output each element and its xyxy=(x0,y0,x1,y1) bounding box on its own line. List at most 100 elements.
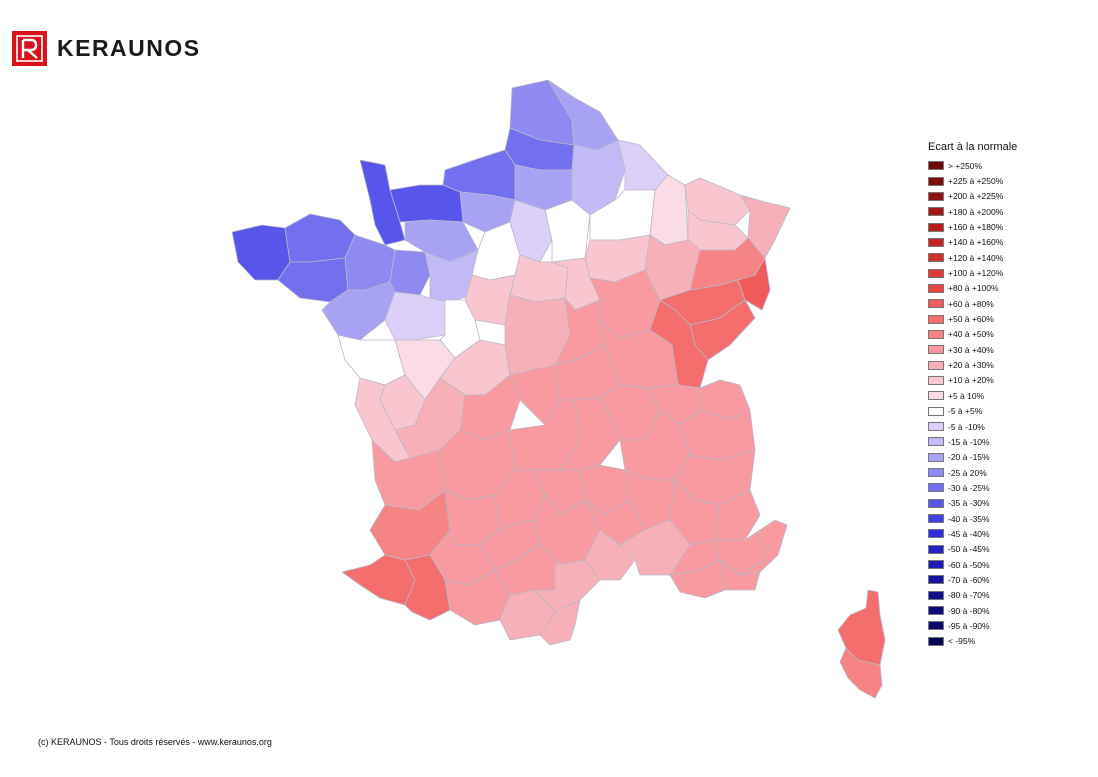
legend-item: > +250% xyxy=(928,158,1088,173)
legend-label: +5 à 10% xyxy=(948,390,985,401)
legend-label: > +250% xyxy=(948,160,983,171)
legend-label: +200 à +225% xyxy=(948,191,1004,202)
legend-item: +140 à +160% xyxy=(928,235,1088,250)
legend-label: -90 à -80% xyxy=(948,605,990,616)
legend-item: +225 à +250% xyxy=(928,173,1088,188)
legend-swatch xyxy=(928,544,944,554)
region-corse-du-sud xyxy=(839,647,883,699)
region-ardennes xyxy=(617,139,669,191)
legend-label: -50 à -45% xyxy=(948,544,990,555)
legend-swatch xyxy=(928,391,944,401)
legend-label: +50 à +60% xyxy=(948,314,994,325)
legend-item: +200 à +225% xyxy=(928,189,1088,204)
region-hautes-pyrenees xyxy=(404,554,451,621)
legend-label: +20 à +30% xyxy=(948,360,994,371)
region-group xyxy=(231,79,886,699)
legend-items: > +250% +225 à +250% +200 à +225% +180 à +2… xyxy=(928,158,1088,649)
brand-name: KERAUNOS xyxy=(57,35,201,61)
region-pyrenees-atlantiques xyxy=(341,554,416,606)
region-mayenne xyxy=(389,249,431,296)
copyright-notice: (c) KERAUNOS - Tous droits réservés - ww… xyxy=(38,737,272,747)
legend-swatch xyxy=(928,636,944,646)
region-calvados xyxy=(389,184,464,223)
region-sarthe xyxy=(424,249,479,303)
legend-swatch xyxy=(928,529,944,539)
legend-label: -35 à -30% xyxy=(948,498,990,509)
legend-swatch xyxy=(928,253,944,263)
legend-label: +180 à +200% xyxy=(948,206,1004,217)
region-bas-rhin xyxy=(739,194,791,259)
legend-swatch xyxy=(928,468,944,478)
legend-item: -60 à -50% xyxy=(928,557,1088,572)
legend-label: +30 à +40% xyxy=(948,344,994,355)
legend-item: -5 à +5% xyxy=(928,404,1088,419)
legend-item: -45 à -40% xyxy=(928,526,1088,541)
region-cotes-armor xyxy=(284,213,356,263)
legend-item: -50 à -45% xyxy=(928,542,1088,557)
legend-label: -40 à -35% xyxy=(948,513,990,524)
legend-swatch xyxy=(928,329,944,339)
legend-swatch xyxy=(928,299,944,309)
legend-label: +80 à +100% xyxy=(948,283,999,294)
legend-swatch xyxy=(928,437,944,447)
region-finistere xyxy=(231,224,291,281)
legend-label: -15 à -10% xyxy=(948,436,990,447)
legend-label: +100 à +120% xyxy=(948,268,1004,279)
legend-swatch xyxy=(928,268,944,278)
legend-label: -70 à -60% xyxy=(948,574,990,585)
legend-item: +40 à +50% xyxy=(928,327,1088,342)
legend-item: -15 à -10% xyxy=(928,434,1088,449)
legend-item: +120 à +140% xyxy=(928,250,1088,265)
legend-label: < -95% xyxy=(948,636,976,647)
legend-label: +120 à +140% xyxy=(948,252,1004,263)
legend-label: +160 à +180% xyxy=(948,222,1004,233)
keraunos-logo-icon xyxy=(12,31,47,66)
legend-item: -95 à -90% xyxy=(928,618,1088,633)
legend-item: +160 à +180% xyxy=(928,219,1088,234)
legend-label: -5 à -10% xyxy=(948,421,985,432)
region-pyrenees-orientales xyxy=(539,599,581,646)
legend-label: -45 à -40% xyxy=(948,528,990,539)
legend-swatch xyxy=(928,375,944,385)
legend-swatch xyxy=(928,560,944,570)
legend-label: -30 à -25% xyxy=(948,482,990,493)
legend-label: -95 à -90% xyxy=(948,620,990,631)
legend-item: +30 à +40% xyxy=(928,342,1088,357)
region-hautes-alpes xyxy=(714,489,761,541)
legend-swatch xyxy=(928,314,944,324)
legend-label: -25 à 20% xyxy=(948,467,987,478)
legend-item: +10 à +20% xyxy=(928,373,1088,388)
legend-swatch xyxy=(928,207,944,217)
legend-label: +60 à +80% xyxy=(948,298,994,309)
legend-label: -60 à -50% xyxy=(948,559,990,570)
legend-swatch xyxy=(928,360,944,370)
legend-label: +225 à +250% xyxy=(948,176,1004,187)
legend-label: +10 à +20% xyxy=(948,375,994,386)
brand: KERAUNOS xyxy=(12,31,201,66)
legend-swatch xyxy=(928,498,944,508)
legend-label: -5 à +5% xyxy=(948,406,983,417)
legend-swatch xyxy=(928,222,944,232)
legend-item: -90 à -80% xyxy=(928,603,1088,618)
legend-item: +180 à +200% xyxy=(928,204,1088,219)
region-savoie xyxy=(679,409,756,461)
legend-label: -80 à -70% xyxy=(948,590,990,601)
legend-item: -5 à -10% xyxy=(928,419,1088,434)
legend-item: +80 à +100% xyxy=(928,281,1088,296)
legend-swatch xyxy=(928,452,944,462)
legend-swatch xyxy=(928,422,944,432)
legend-swatch xyxy=(928,191,944,201)
legend-swatch xyxy=(928,161,944,171)
legend-swatch xyxy=(928,345,944,355)
legend-swatch xyxy=(928,590,944,600)
legend-item: +100 à +120% xyxy=(928,265,1088,280)
legend-item: -25 à 20% xyxy=(928,465,1088,480)
legend-swatch xyxy=(928,514,944,524)
legend-swatch xyxy=(928,621,944,631)
legend-item: < -95% xyxy=(928,634,1088,649)
legend-item: +50 à +60% xyxy=(928,311,1088,326)
legend-swatch xyxy=(928,237,944,247)
legend-item: +60 à +80% xyxy=(928,296,1088,311)
legend-item: -40 à -35% xyxy=(928,511,1088,526)
